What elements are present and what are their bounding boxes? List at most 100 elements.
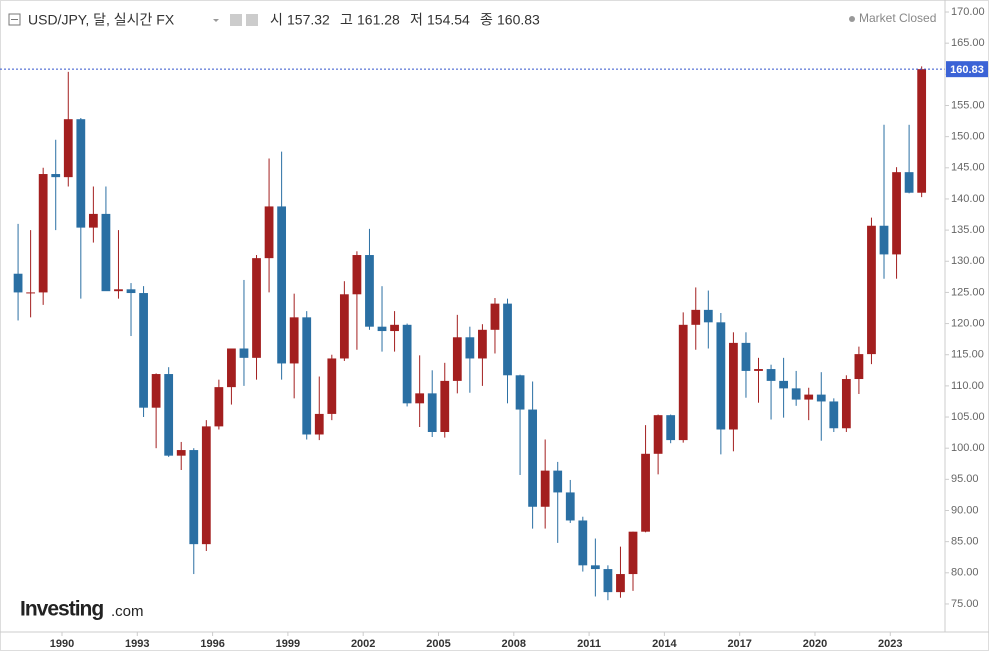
candle-body [616,574,625,593]
candle-body [779,380,789,389]
dropdown-arrow[interactable] [213,19,219,22]
x-tick-label: 2002 [351,638,375,650]
x-tick-label: 2011 [577,638,601,650]
y-tick-label: 150.00 [951,131,985,143]
y-tick-label: 140.00 [951,193,985,205]
y-tick-label: 80.00 [951,567,979,579]
candle-body [227,348,236,388]
high-value: 161.28 [357,12,400,28]
candle-body [377,326,387,332]
x-tick-label: 2023 [878,638,902,650]
candle-body [641,453,650,532]
candle-body [63,119,73,178]
x-tick-label: 1990 [50,638,74,650]
low-value: 154.54 [427,12,470,28]
y-tick-label: 95.00 [951,473,979,485]
candle-body [490,303,500,330]
candle-body [754,369,763,371]
candle-body [427,393,437,432]
icon[interactable] [230,14,242,26]
candle-body [465,337,475,359]
candle-body [904,172,914,193]
candle-body [289,317,299,364]
x-tick-label: 2008 [502,638,526,650]
candle-body [314,413,324,435]
y-tick-label: 100.00 [951,442,985,454]
candle-body [528,409,538,507]
candle-body [327,358,337,414]
candle-body [867,225,876,355]
candle-body [51,174,61,178]
status-dot [849,16,855,22]
candle-body [88,213,98,228]
candle-body [302,317,312,435]
candle-body [139,293,148,408]
candle-body [352,255,362,295]
candle-body [176,450,186,456]
candle-body [101,213,111,292]
candle-body [578,520,588,566]
candle-body [917,69,927,193]
candle-body [678,324,688,441]
candle-body [252,258,261,358]
candle-body [854,354,864,380]
open-value: 157.32 [287,12,330,28]
candle-body [478,329,487,359]
instrument-title: USD/JPY, 달, 실시간 FX [28,12,175,28]
candle-body [38,174,48,293]
candle-body [703,309,713,323]
x-tick-label: 2005 [426,638,450,650]
y-tick-label: 170.00 [951,6,985,18]
logo-suffix: .com [111,603,144,620]
candle-body [653,415,663,454]
y-tick-label: 165.00 [951,37,985,49]
candle-body [841,379,851,429]
candle-body [76,119,86,228]
close-label: 종 [480,12,493,28]
icon[interactable] [246,14,258,26]
candle-body [264,206,274,259]
market-status: Market Closed [859,11,936,25]
candle-body [452,337,462,381]
last-price-box [946,61,988,78]
candle-body [415,393,425,404]
candle-body [628,531,638,575]
candle-body [816,394,826,402]
y-tick-label: 105.00 [951,411,985,423]
y-tick-label: 115.00 [951,349,984,361]
x-tick-label: 2020 [803,638,827,650]
y-tick-label: 145.00 [951,162,985,174]
high-label: 고 [340,12,353,28]
candle-body [691,309,701,325]
open-label: 시 [270,12,283,28]
plot [0,66,945,601]
candle-body [716,322,726,430]
candle-body [791,388,801,400]
x-tick-label: 2017 [727,638,751,650]
candle-body [515,375,525,410]
candle-body [565,492,575,521]
candle-body [402,324,412,404]
collapse-icon[interactable] [8,13,21,26]
candle-body [741,342,751,371]
logo-brand: Investing [20,598,103,621]
candle-body [603,569,613,593]
candle-body [114,289,123,292]
candle-body [390,324,399,332]
y-tick-label: 90.00 [951,504,979,516]
x-tick-label: 2014 [652,638,677,650]
x-tick-label: 1996 [200,638,224,650]
y-tick-label: 75.00 [951,598,979,610]
candle-body [553,470,563,493]
x-tick-label: 1993 [125,638,149,650]
candle-body [365,255,374,327]
candle-body [239,348,249,358]
last-price-label: 160.83 [950,64,984,76]
candle-body [126,289,136,294]
y-tick-label: 155.00 [951,99,985,111]
low-label: 저 [410,12,423,28]
y-tick-label: 125.00 [951,286,985,298]
candle-body [151,374,161,408]
candle-body [277,206,287,364]
